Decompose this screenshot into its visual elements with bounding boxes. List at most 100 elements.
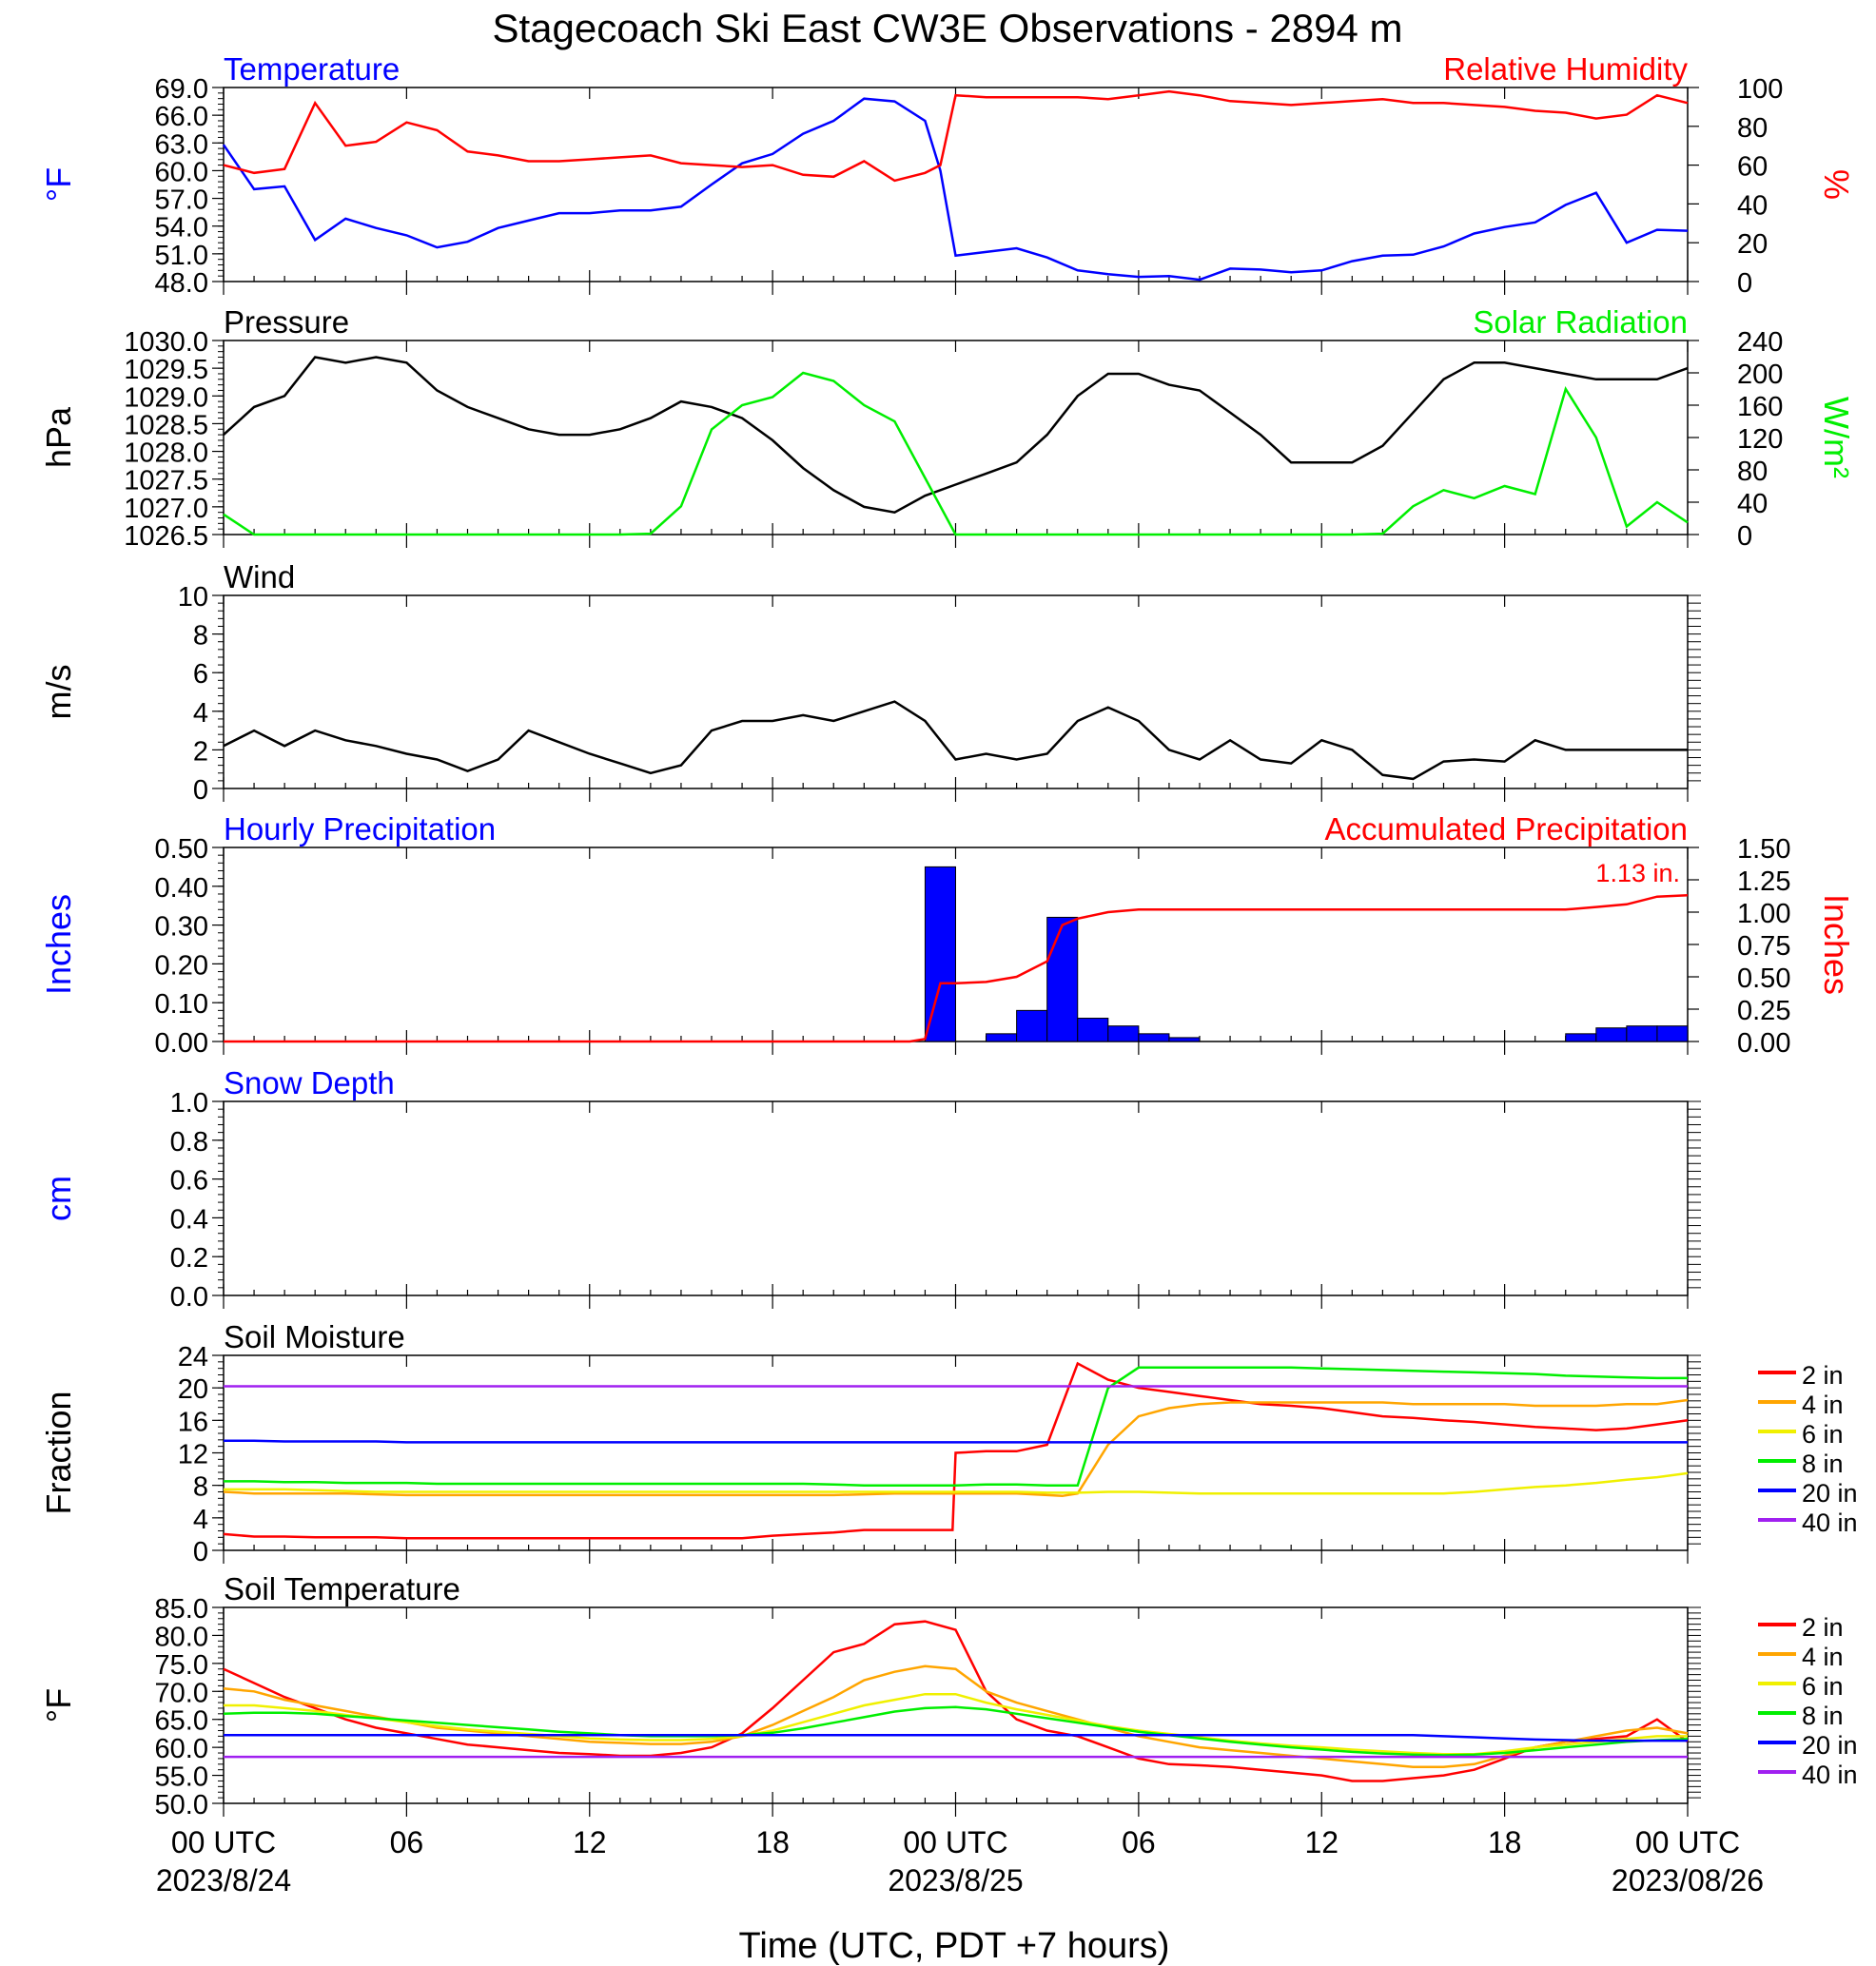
legend-label: 2 in: [1802, 1613, 1844, 1642]
precip-bar: [1016, 1009, 1048, 1042]
precip-bar: [1107, 1025, 1140, 1042]
series-solar-radiation: [223, 371, 1689, 536]
series-2-in: [223, 1620, 1689, 1782]
legend-label: 40 in: [1802, 1509, 1858, 1537]
y-right-tick-label: 0.50: [1737, 964, 1790, 994]
y-tick-label: 0.8: [170, 1127, 208, 1158]
y-tick-label: 66.0: [155, 102, 208, 132]
y-right-tick-label: 0.75: [1737, 931, 1790, 962]
soil-moisture-y-label: Fraction: [39, 1391, 78, 1514]
y-tick-label: 80.0: [155, 1622, 208, 1652]
y-tick-label: 65.0: [155, 1706, 208, 1737]
legend-label: 4 in: [1802, 1643, 1844, 1671]
y-tick-label: 0: [193, 1537, 208, 1567]
pressure-solar-right-title: Solar Radiation: [1473, 304, 1688, 340]
soil-temperature-left-title: Soil Temperature: [224, 1571, 460, 1606]
series-4-in: [223, 1664, 1689, 1768]
y-right-tick-label: 1.25: [1737, 866, 1790, 897]
y-tick-label: 0.0: [170, 1282, 208, 1313]
x-date-label: 2023/08/26: [1612, 1863, 1764, 1898]
y-tick-label: 12: [178, 1440, 208, 1470]
y-right-tick-label: 0: [1737, 521, 1752, 552]
y-tick-label: 1029.5: [124, 355, 208, 385]
y-tick-label: 48.0: [155, 268, 208, 299]
pressure-solar-y-label: hPa: [39, 406, 78, 468]
y-right-tick-label: 160: [1737, 392, 1783, 422]
precip-bar: [1626, 1025, 1658, 1042]
temperature-rh-left-title: Temperature: [224, 51, 400, 87]
pressure-solar-frame: [223, 340, 1689, 535]
soil-temperature-panel: 85.080.075.070.065.060.055.050.0 Soil Tem…: [39, 1571, 1858, 1898]
precipitation-y-right-label: Inches: [1817, 894, 1856, 995]
y-right-tick-label: 60: [1737, 152, 1768, 183]
series-relative-humidity: [223, 89, 1689, 183]
y-tick-label: 0: [193, 775, 208, 806]
figure-title: Stagecoach Ski East CW3E Observations - …: [492, 6, 1402, 50]
y-tick-label: 0.50: [155, 834, 208, 865]
y-tick-label: 6: [193, 659, 208, 690]
y-tick-label: 10: [178, 582, 208, 613]
y-tick-label: 51.0: [155, 241, 208, 271]
series-8-in: [224, 1366, 1688, 1487]
y-tick-label: 1.0: [170, 1088, 208, 1119]
legend-label: 8 in: [1802, 1702, 1844, 1730]
precip-bar: [1656, 1025, 1689, 1042]
legend-label: 20 in: [1802, 1731, 1858, 1760]
accum-total-label: 1.13 in.: [1595, 859, 1680, 887]
snow-left-title: Snow Depth: [224, 1065, 395, 1100]
y-tick-label: 8: [193, 621, 208, 652]
precip-bar: [1565, 1033, 1597, 1042]
series-8-in: [223, 1705, 1689, 1757]
wind-panel: 10 8 6 4 2 0 Wind m/s: [39, 559, 1701, 806]
y-tick-label: 1027.5: [124, 466, 208, 496]
y-right-tick-label: 0.25: [1737, 996, 1790, 1026]
y-tick-label: 60.0: [155, 1734, 208, 1764]
x-tick-label: 18: [755, 1825, 790, 1859]
y-tick-label: 0.2: [170, 1243, 208, 1274]
x-tick-label: 12: [1304, 1825, 1339, 1859]
y-tick-label: 1028.5: [124, 410, 208, 440]
y-tick-label: 4: [193, 1505, 208, 1535]
precip-bar: [1046, 916, 1079, 1042]
y-right-tick-label: 40: [1737, 190, 1768, 221]
y-tick-label: 69.0: [155, 74, 208, 105]
y-tick-label: 1027.0: [124, 494, 208, 524]
y-tick-label: 55.0: [155, 1762, 208, 1793]
x-tick-label: 00 UTC: [171, 1825, 276, 1859]
y-right-tick-label: 0: [1737, 268, 1752, 299]
x-date-label: 2023/8/24: [156, 1863, 291, 1898]
y-tick-label: 8: [193, 1472, 208, 1503]
pressure-solar-left-title: Pressure: [224, 304, 349, 340]
series-2-in: [223, 1361, 1689, 1540]
y-tick-label: 0.20: [155, 950, 208, 981]
legend-label: 20 in: [1802, 1479, 1858, 1508]
legend-label: 6 in: [1802, 1672, 1844, 1701]
y-tick-label: 0.00: [155, 1028, 208, 1059]
y-tick-label: 1029.0: [124, 382, 208, 413]
precip-bar: [1595, 1027, 1628, 1042]
series-4-in: [223, 1398, 1689, 1498]
y-right-tick-label: 100: [1737, 74, 1783, 105]
y-right-tick-label: 1.50: [1737, 834, 1790, 865]
series-20-in: [224, 1439, 1688, 1444]
y-right-tick-label: 20: [1737, 229, 1768, 260]
y-tick-label: 0.4: [170, 1204, 208, 1235]
x-tick-label: 18: [1488, 1825, 1522, 1859]
temperature-rh-y-label: °F: [39, 167, 78, 202]
y-right-tick-label: 40: [1737, 489, 1768, 519]
y-tick-label: 0.30: [155, 912, 208, 943]
y-tick-label: 16: [178, 1407, 208, 1437]
precip-bar: [1168, 1037, 1201, 1042]
series-6-in: [224, 1471, 1689, 1495]
y-tick-label: 57.0: [155, 185, 208, 216]
x-tick-label: 00 UTC: [1635, 1825, 1740, 1859]
y-tick-label: 85.0: [155, 1594, 208, 1625]
legend-label: 40 in: [1802, 1761, 1858, 1789]
pressure-solar-y-right-label: W/m²: [1817, 397, 1856, 478]
soil-moisture-left-title: Soil Moisture: [224, 1319, 405, 1354]
y-tick-label: 0.6: [170, 1166, 208, 1197]
x-tick-label: 06: [390, 1825, 424, 1859]
soil-temperature-frame: [223, 1606, 1689, 1804]
